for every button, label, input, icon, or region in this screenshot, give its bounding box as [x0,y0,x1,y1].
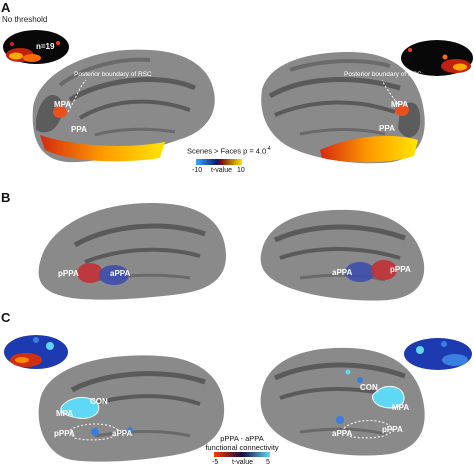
roi-label-ppa-a-left: PPA [71,125,87,134]
panel-c-figure: CON MPA pPPA aPPA CON MPA aPPA pPPA [4,335,472,462]
brain-left-medial-a: MPA PPA Posterior boundary of RSC [32,49,215,163]
brain-right-medial-a: MPA PPA Posterior boundary of RSC [261,52,425,164]
roi-label-con-c-left: CON [90,397,108,406]
panel-b-figure: pPPA aPPA aPPA pPPA [38,203,425,301]
inset-brain-left-c [4,335,68,369]
colorbar-c-min: -5 [212,459,219,466]
brain-left-medial-c: CON MPA pPPA aPPA [38,355,225,462]
roi-label-pppa-b-right: pPPA [390,265,411,274]
panel-label-a: A [1,0,11,15]
colorbar-a [196,159,242,165]
colorbar-a-max: 10 [237,167,245,174]
threshold-note: No threshold [2,15,48,24]
colorbar-a-title: Scenes > Faces p = 4.0-4 [187,146,271,156]
colorbar-c-title-1: pPPA - aPPA [220,434,264,443]
roi-label-mpa-a-right: MPA [391,100,408,109]
roi-label-con-c-right: CON [360,383,378,392]
colorbar-c-label: t-value [232,459,254,466]
panel-a-figure: n=19 MPA PPA Posterior boundary of RSC [3,30,473,165]
brain-left-medial-b: pPPA aPPA [38,203,226,300]
roi-label-ppa-a-right: PPA [379,124,395,133]
panel-label-c: C [1,310,11,325]
panel-b: B pPPA aPPA aPPA pPPA [0,190,474,310]
panel-label-b: B [1,190,11,205]
boundary-label-right: Posterior boundary of RSC [344,71,422,78]
roi-label-appa-c-left: aPPA [112,429,133,438]
inset-brain-left: n=19 [3,30,69,64]
colorbar-c-max: 5 [266,459,270,466]
roi-label-appa-b-right: aPPA [332,268,353,277]
roi-label-pppa-c-right: pPPA [382,425,403,434]
roi-label-mpa-a-left: MPA [54,100,71,109]
colorbar-a-label: t-value [211,167,233,174]
inset-brain-right-c [404,338,472,370]
roi-label-appa-b-left: aPPA [110,269,131,278]
roi-label-pppa-c-left: pPPA [54,429,75,438]
colorbar-c [214,452,270,457]
brain-right-medial-c: CON MPA aPPA pPPA [260,347,425,456]
panel-a: A No threshold n=19 [0,0,474,180]
panel-c: C [0,310,474,476]
boundary-label-left: Posterior boundary of RSC [74,71,152,78]
colorbar-a-min: -10 [192,167,203,174]
roi-label-appa-c-right: aPPA [332,429,353,438]
roi-label-mpa-c-left: MPA [56,409,73,418]
colorbar-c-title-2: functional connectivity [205,443,279,452]
brain-right-medial-b: aPPA pPPA [260,209,425,301]
n-label: n=19 [36,42,55,51]
roi-label-mpa-c-right: MPA [392,403,409,412]
inset-brain-right [401,40,473,76]
roi-label-pppa-b-left: pPPA [58,269,79,278]
